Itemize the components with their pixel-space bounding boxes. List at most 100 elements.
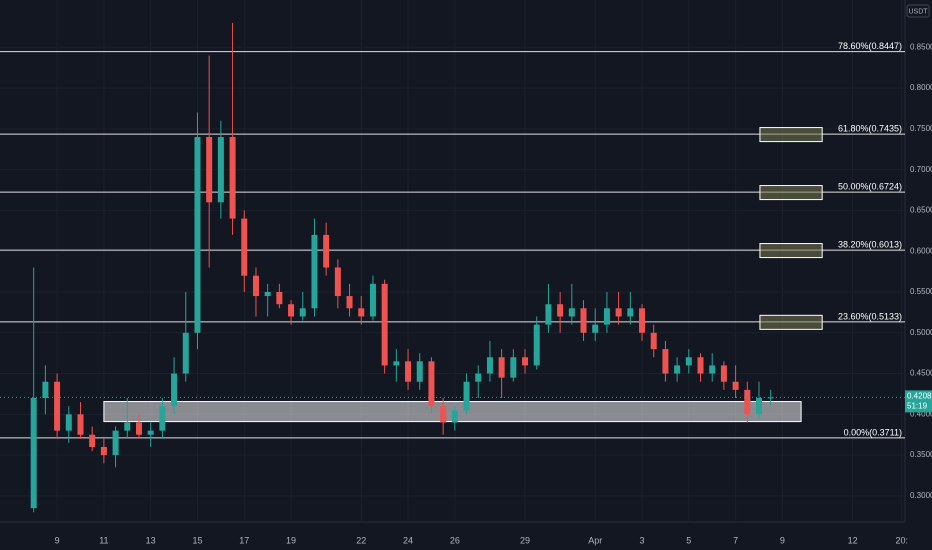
x-tick-label: 7 [733,535,738,545]
fib-label: 23.60%(0.5133) [838,311,902,321]
candle-body [100,446,107,456]
last-price-label: 0.4208 [907,391,932,400]
candle-body [276,291,283,305]
candle-body [405,361,412,382]
candle-body [299,308,306,317]
candle-body [381,283,388,366]
target-box [759,185,823,201]
candle-body [662,349,669,374]
candle-body [159,406,166,431]
candle-body [767,397,774,399]
candle-body [194,137,201,333]
countdown-label: 51:19 [907,401,928,410]
y-tick-label: 0.8500 [910,42,932,51]
candle-body [334,267,341,297]
candle-body [463,381,470,411]
candle-body [533,324,540,366]
candle-body [124,422,131,431]
fib-label: 50.00%(0.6724) [838,182,902,192]
fib-label: 78.60%(0.8447) [838,41,902,51]
candle-body [416,361,423,382]
x-tick-label: 19 [286,535,296,545]
candle-body [77,414,84,435]
currency-badge[interactable] [906,4,930,18]
candle-body [685,357,692,366]
x-tick-label: 24 [403,535,413,545]
candle-body [451,410,458,423]
x-tick-label: 3 [640,535,645,545]
candle-body [557,304,564,317]
x-tick-label: 15 [192,535,202,545]
candle-body [30,398,37,509]
target-box [759,127,823,143]
candle-body [288,304,295,317]
candle-body [720,365,727,382]
candle-body [358,308,365,317]
candle-body [393,361,400,366]
candle-body [147,430,154,435]
candle-body [627,308,634,317]
x-tick-label: 29 [520,535,530,545]
candle-body [545,304,552,325]
candle-body [112,430,119,456]
candle-body [697,357,704,374]
candle-body [241,218,248,276]
candle-body [639,308,646,333]
x-tick-label: 13 [146,535,156,545]
candle-body [311,234,318,309]
candle-body [522,357,529,366]
candle-body [756,398,763,415]
candle-body [440,406,447,423]
candle-body [486,357,493,374]
candle-body [54,381,61,431]
x-tick-label: 9 [780,535,785,545]
candle-body [135,422,142,435]
candle-body [709,365,716,374]
candle-body [171,373,178,407]
candle-body [592,324,599,333]
candle-body [182,332,189,374]
x-tick-label: 26 [450,535,460,545]
candle-body [42,381,49,399]
candle-body [650,332,657,350]
x-tick-label: 12 [848,535,858,545]
fib-label: 38.20%(0.6013) [838,240,902,250]
candle-body [428,361,435,407]
candle-body [369,283,376,317]
currency-label: USDT [908,8,928,15]
fib-label: 0.00%(0.3711) [844,427,902,437]
candle-body [323,234,330,268]
candle-body [568,308,575,317]
candle-body [217,137,224,203]
candle-body [744,389,751,415]
fib-label: 61.80%(0.7435) [838,124,902,134]
x-tick-label: Apr [588,535,602,545]
candle-body [206,137,213,203]
candle-body [603,308,610,325]
last-price-tag [905,390,932,413]
candle-body [264,291,271,297]
x-tick-label: 20: [895,535,908,545]
candle-body [580,308,587,333]
x-tick-label: 17 [239,535,249,545]
candle-body [498,357,505,378]
candle-body [252,275,259,297]
x-tick-label: 22 [356,535,366,545]
candle-body [89,434,96,447]
candle-body [615,308,622,317]
target-box [759,243,823,259]
x-tick-label: 9 [55,535,60,545]
